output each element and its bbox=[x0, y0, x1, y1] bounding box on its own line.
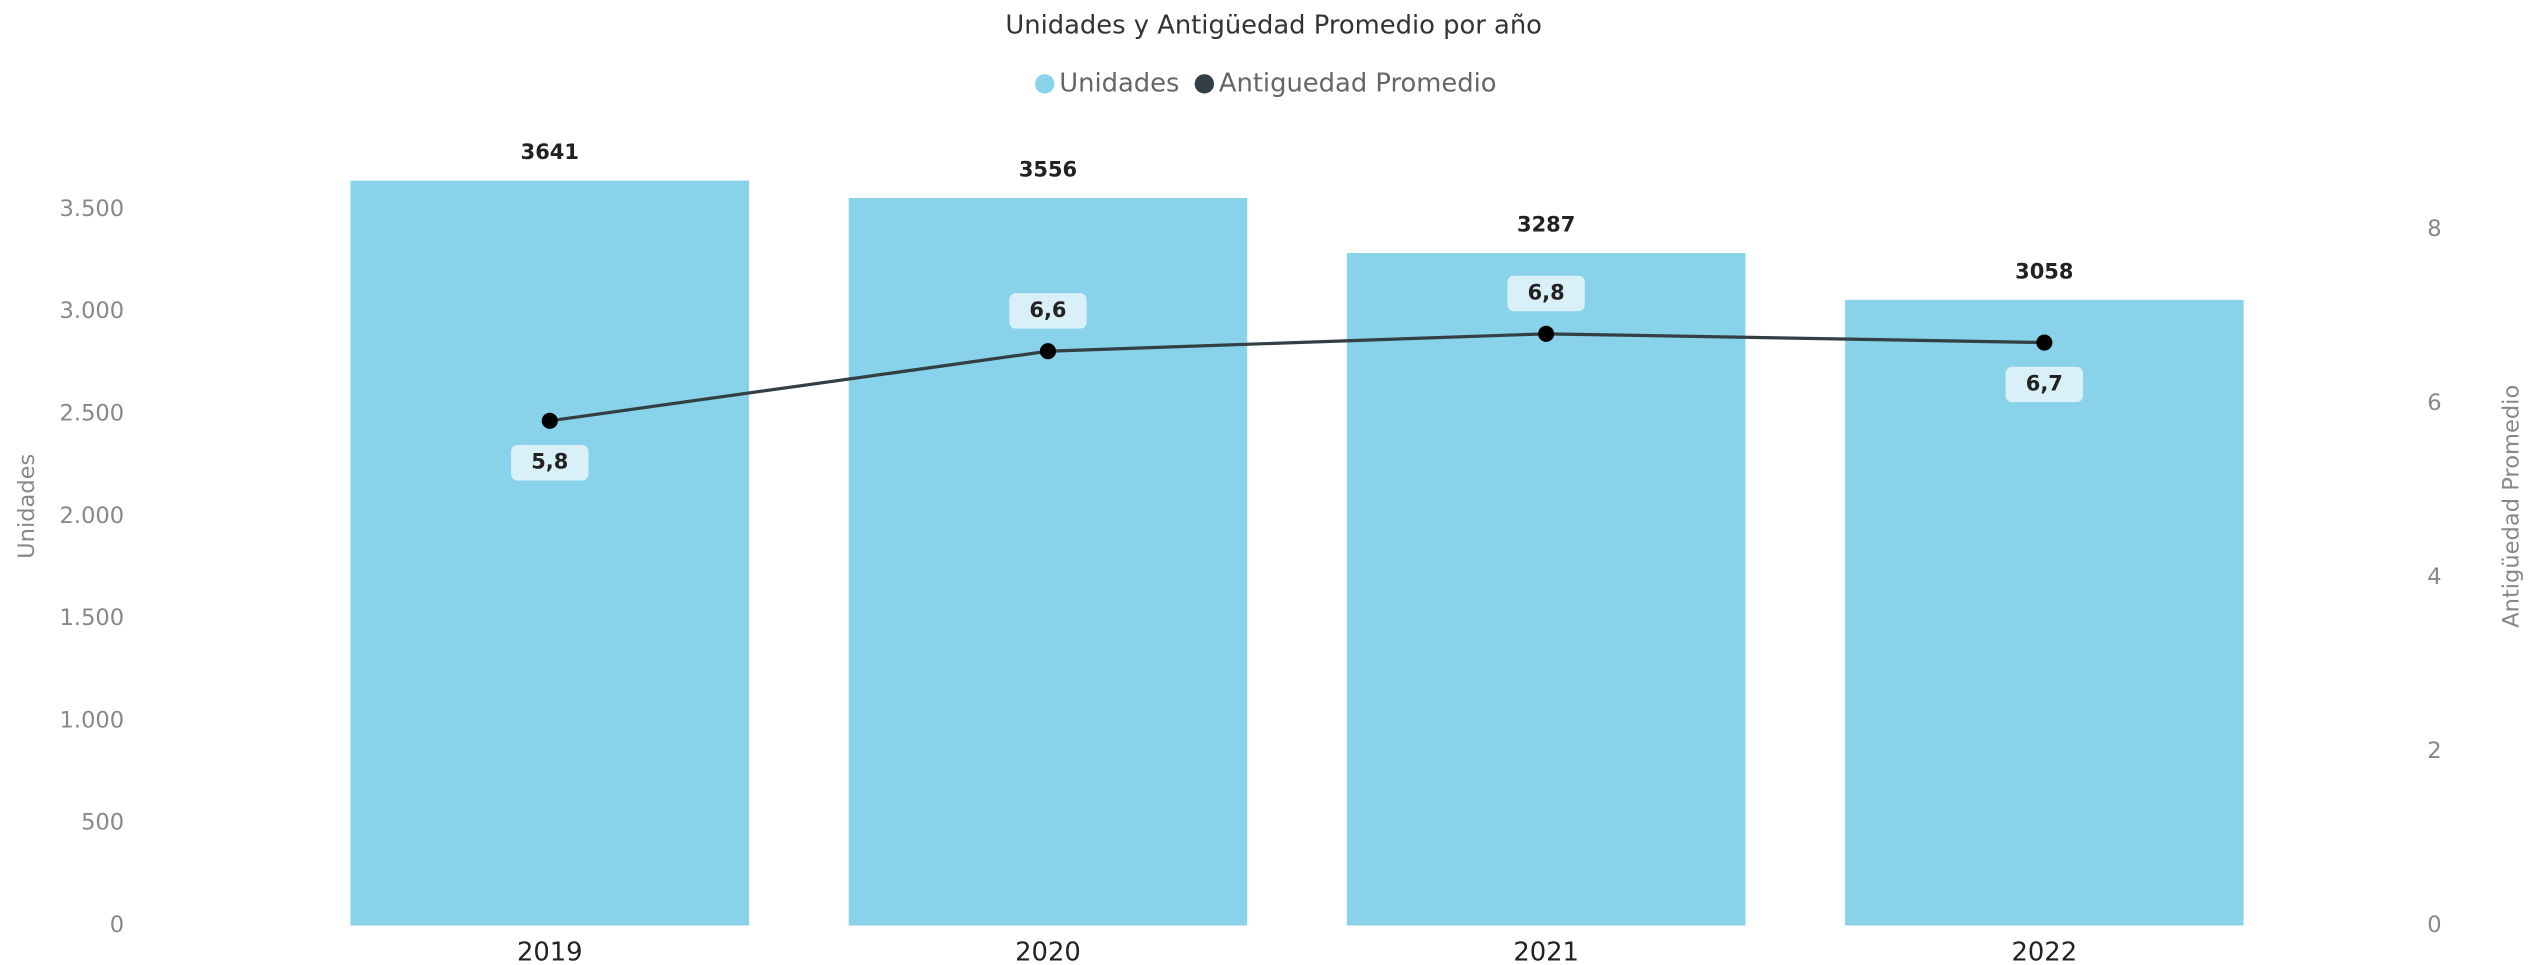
y-tick-label: 1.500 bbox=[60, 605, 125, 631]
data-label-box bbox=[2005, 366, 2084, 403]
bar-value-label: 3556 bbox=[1019, 158, 1077, 182]
legend-marker bbox=[1194, 74, 1215, 94]
legend-label: Unidades bbox=[1059, 68, 1179, 98]
x-tick-label: 2020 bbox=[1015, 937, 1081, 965]
y-tick-label: 500 bbox=[81, 810, 124, 836]
bar bbox=[1346, 253, 1746, 926]
data-label-box bbox=[511, 445, 589, 481]
y-tick-label: 0 bbox=[110, 912, 124, 938]
y-tick-label: 2.000 bbox=[60, 503, 125, 529]
chart-title: Unidades y Antigüedad Promedio por año bbox=[1005, 10, 1542, 40]
x-tick-label: 2022 bbox=[2012, 937, 2078, 965]
line-value-label: 6,6 bbox=[1029, 298, 1066, 322]
y2-tick-label: 4 bbox=[2427, 564, 2441, 590]
bar-value-label: 3287 bbox=[1517, 213, 1575, 237]
y2-tick-label: 6 bbox=[2427, 390, 2441, 416]
data-label-box bbox=[1507, 275, 1585, 312]
y2-tick-label: 2 bbox=[2427, 738, 2441, 764]
data-label-box bbox=[1009, 293, 1087, 329]
y2-axis-label: Antigüedad Promedio bbox=[2498, 385, 2524, 628]
line-value-label: 5,8 bbox=[531, 450, 568, 474]
y-tick-label: 1.000 bbox=[60, 707, 125, 733]
line-value-label: 6,7 bbox=[2026, 371, 2063, 395]
line-marker bbox=[1538, 325, 1555, 342]
line-marker bbox=[541, 412, 558, 429]
x-tick-label: 2019 bbox=[517, 937, 583, 965]
x-tick-label: 2021 bbox=[1513, 937, 1579, 965]
line-value-label: 6,8 bbox=[1528, 281, 1565, 305]
y-axis-label: Unidades bbox=[14, 454, 40, 559]
y-tick-label: 3.500 bbox=[60, 196, 125, 222]
bar-value-label: 3058 bbox=[2015, 259, 2073, 283]
y2-tick-label: 0 bbox=[2427, 912, 2441, 938]
bar bbox=[1845, 299, 2244, 926]
y-tick-label: 3.000 bbox=[60, 298, 125, 324]
bar bbox=[350, 180, 750, 926]
y2-tick-label: 8 bbox=[2427, 216, 2441, 242]
line-marker bbox=[2036, 334, 2053, 351]
line-marker bbox=[1039, 343, 1057, 360]
y-tick-label: 2.500 bbox=[60, 401, 125, 427]
line bbox=[549, 332, 2045, 423]
legend-marker bbox=[1035, 74, 1055, 94]
legend-label: Antiguedad Promedio bbox=[1219, 68, 1497, 98]
bar-value-label: 3641 bbox=[521, 140, 579, 164]
